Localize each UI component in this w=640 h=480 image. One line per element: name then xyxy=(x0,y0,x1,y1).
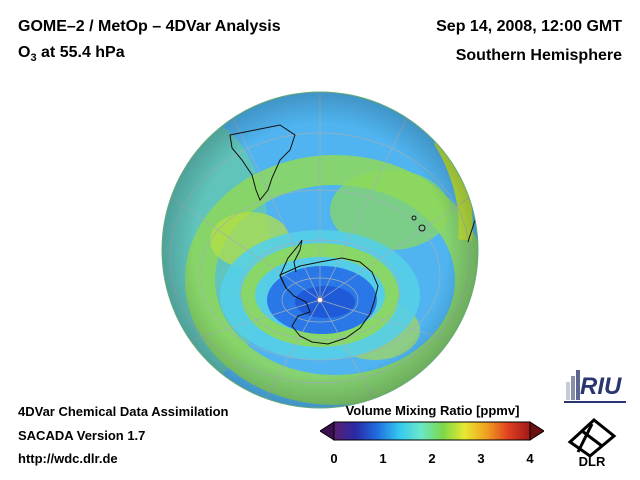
colorbar-gradient xyxy=(333,421,531,441)
colorbar-tick-label: 2 xyxy=(428,451,436,466)
map-title: GOME–2 / MetOp – 4DVar Analysis xyxy=(18,18,281,35)
footer-line-2: SACADA Version 1.7 xyxy=(18,428,146,443)
footer-line-1: 4DVar Chemical Data Assimilation xyxy=(18,404,229,419)
riu-logo-text: RIU xyxy=(580,373,622,400)
dlr-emblem-icon xyxy=(567,418,617,458)
colorbar-tick-label: 4 xyxy=(526,451,534,466)
hemisphere-globe-map xyxy=(161,91,479,409)
colorbar-tick-label: 1 xyxy=(379,451,387,466)
dlr-logo: DLR xyxy=(567,418,617,468)
map-subtitle: O3 at 55.4 hPa xyxy=(18,44,125,64)
dlr-logo-text: DLR xyxy=(579,454,606,468)
riu-bar-icon xyxy=(566,382,570,400)
colorbar-title: Volume Mixing Ratio [ppmv] xyxy=(345,403,520,418)
species-subscript: 3 xyxy=(30,52,37,65)
pressure-level: at 55.4 hPa xyxy=(36,44,125,61)
footer-url: http://wdc.dlr.de xyxy=(18,451,118,466)
hemisphere-label: Southern Hemisphere xyxy=(455,47,622,64)
species-main: O xyxy=(18,44,31,61)
colorbar-tick-label: 0 xyxy=(330,451,338,466)
colorbar-tick-label: 3 xyxy=(477,451,485,466)
colorbar-max-arrow xyxy=(529,421,544,441)
analysis-date: Sep 14, 2008, 12:00 GMT xyxy=(436,18,622,35)
colorbar-min-arrow xyxy=(320,421,335,441)
riu-logo: RIU xyxy=(564,370,626,403)
colorbar xyxy=(320,421,544,441)
